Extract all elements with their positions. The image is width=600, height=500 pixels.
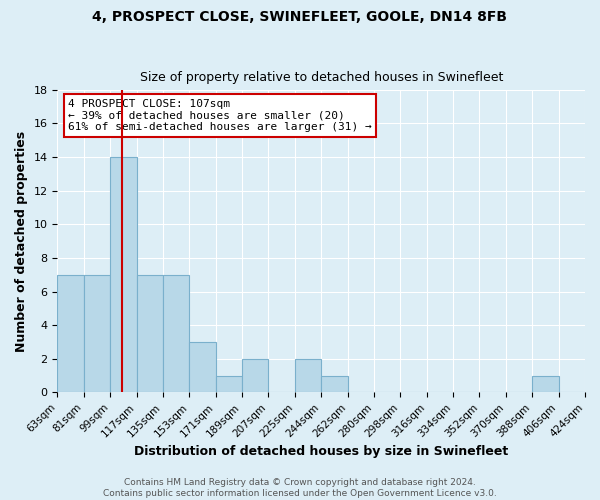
- Bar: [110, 157, 137, 392]
- Y-axis label: Number of detached properties: Number of detached properties: [15, 130, 28, 352]
- Bar: [321, 376, 347, 392]
- Bar: [215, 376, 242, 392]
- Bar: [84, 274, 110, 392]
- Title: Size of property relative to detached houses in Swinefleet: Size of property relative to detached ho…: [140, 72, 503, 85]
- Bar: [58, 274, 84, 392]
- X-axis label: Distribution of detached houses by size in Swinefleet: Distribution of detached houses by size …: [134, 444, 508, 458]
- Text: 4 PROSPECT CLOSE: 107sqm
← 39% of detached houses are smaller (20)
61% of semi-d: 4 PROSPECT CLOSE: 107sqm ← 39% of detach…: [68, 99, 372, 132]
- Text: 4, PROSPECT CLOSE, SWINEFLEET, GOOLE, DN14 8FB: 4, PROSPECT CLOSE, SWINEFLEET, GOOLE, DN…: [92, 10, 508, 24]
- Bar: [295, 358, 321, 392]
- Bar: [242, 358, 268, 392]
- Bar: [532, 376, 559, 392]
- Bar: [190, 342, 215, 392]
- Bar: [137, 274, 163, 392]
- Bar: [163, 274, 190, 392]
- Text: Contains HM Land Registry data © Crown copyright and database right 2024.
Contai: Contains HM Land Registry data © Crown c…: [103, 478, 497, 498]
